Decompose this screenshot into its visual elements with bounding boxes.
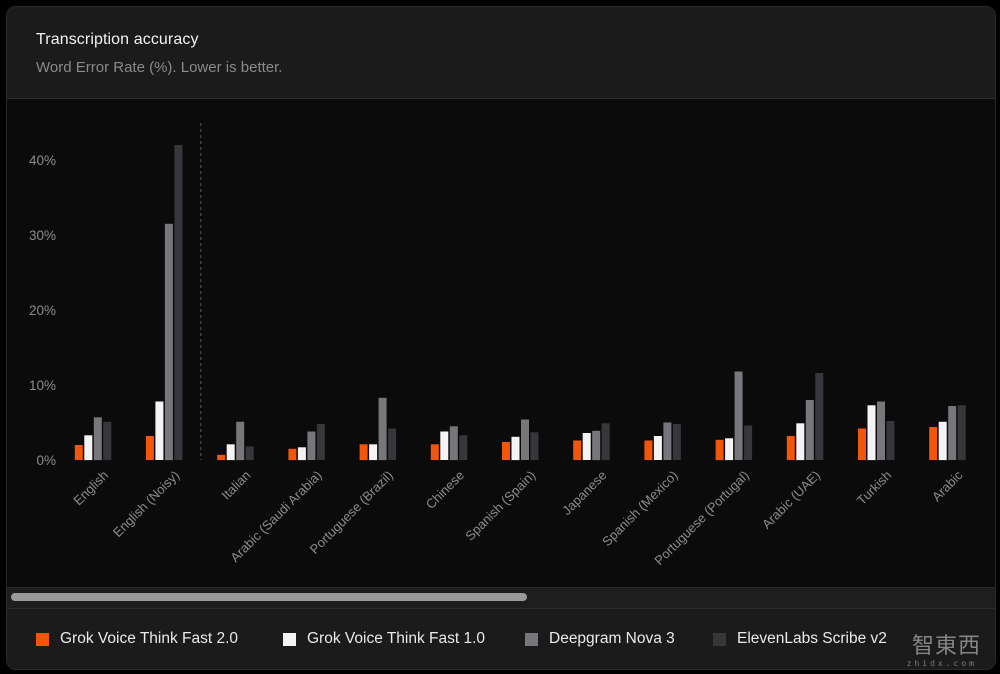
y-tick-label: 30% xyxy=(29,228,56,243)
bar-deepgram xyxy=(805,400,814,460)
bar-grok-1 xyxy=(84,435,93,461)
bar-deepgram xyxy=(663,422,672,460)
bar-grok-2 xyxy=(929,427,938,460)
bar-grok-1 xyxy=(867,405,876,461)
bar-grok-2 xyxy=(145,436,154,460)
bar-grok-1 xyxy=(582,433,591,460)
bar-grok-1 xyxy=(369,444,378,461)
bar-elevenlabs xyxy=(744,425,753,460)
legend-swatch xyxy=(36,632,49,646)
legend-label: Grok Voice Think Fast 2.0 xyxy=(60,630,239,647)
legend-swatch xyxy=(283,632,296,646)
x-tick-label: Turkish xyxy=(854,468,894,508)
x-tick-label: Arabic xyxy=(929,467,966,504)
y-tick-label: 40% xyxy=(29,153,56,168)
bar-deepgram xyxy=(449,426,458,461)
bar-deepgram xyxy=(164,223,173,461)
bar-grok-2 xyxy=(715,439,724,461)
x-tick-label: Spanish (Mexico) xyxy=(599,468,681,550)
bar-grok-1 xyxy=(440,431,449,460)
bar-elevenlabs xyxy=(174,145,183,460)
bar-grok-1 xyxy=(796,423,805,461)
bar-elevenlabs xyxy=(103,421,112,461)
legend-label: Grok Voice Think Fast 1.0 xyxy=(307,630,486,647)
x-tick-label: Spanish (Spain) xyxy=(462,468,538,544)
bar-grok-1 xyxy=(297,447,306,461)
bar-deepgram xyxy=(521,419,529,460)
bar-elevenlabs xyxy=(886,421,895,460)
bar-grok-2 xyxy=(430,444,439,461)
legend-label: ElevenLabs Scribe v2 xyxy=(737,630,887,647)
watermark-url: zhidx.com xyxy=(906,659,977,668)
x-tick-label: English xyxy=(70,468,111,509)
bar-grok-2 xyxy=(74,445,83,460)
legend-item-elevenlabs[interactable]: ElevenLabs Scribe v2 xyxy=(713,630,887,648)
bar-grok-1 xyxy=(155,401,164,460)
bar-deepgram xyxy=(877,401,885,460)
horizontal-scrollbar[interactable] xyxy=(7,587,995,608)
legend-item-deepgram[interactable]: Deepgram Nova 3 xyxy=(525,630,675,648)
bar-grok-2 xyxy=(502,442,510,460)
legend-item-grok-1[interactable]: Grok Voice Think Fast 1.0 xyxy=(283,630,485,648)
y-tick-label: 20% xyxy=(29,303,56,318)
bar-grok-2 xyxy=(573,440,582,460)
x-tick-label: Japanese xyxy=(559,468,609,518)
bar-grok-2 xyxy=(858,428,866,460)
bar-elevenlabs xyxy=(530,432,539,461)
bar-deepgram xyxy=(93,417,102,461)
bar-grok-1 xyxy=(653,436,662,460)
bar-grok-2 xyxy=(288,448,297,461)
bar-elevenlabs xyxy=(459,435,468,461)
bar-elevenlabs xyxy=(815,373,824,460)
bar-grok-2 xyxy=(217,454,226,461)
x-tick-label: Arabic (UAE) xyxy=(759,468,823,532)
scrollbar-thumb[interactable] xyxy=(11,593,527,601)
bar-grok-1 xyxy=(725,438,734,461)
bar-deepgram xyxy=(948,406,957,460)
chart-card: Transcription accuracy Word Error Rate (… xyxy=(6,6,996,670)
bar-elevenlabs xyxy=(316,424,325,460)
chart-title: Transcription accuracy xyxy=(36,31,199,48)
bar-elevenlabs xyxy=(245,446,254,460)
legend-swatch xyxy=(713,632,726,646)
bar-grok-1 xyxy=(226,444,235,461)
bar-deepgram xyxy=(378,397,387,461)
bar-elevenlabs xyxy=(601,423,610,461)
legend-swatch xyxy=(525,632,538,646)
legend-item-grok-2[interactable]: Grok Voice Think Fast 2.0 xyxy=(36,630,238,648)
bar-elevenlabs xyxy=(957,405,966,461)
watermark-logo: 智東西 xyxy=(911,634,981,659)
bar-grok-2 xyxy=(786,436,795,460)
bar-elevenlabs xyxy=(672,424,681,460)
bar-deepgram xyxy=(307,431,316,460)
chart-legend: Grok Voice Think Fast 2.0 Grok Voice Thi… xyxy=(7,608,995,669)
y-tick-label: 0% xyxy=(36,453,56,468)
chart-subtitle: Word Error Rate (%). Lower is better. xyxy=(36,59,283,76)
x-tick-label: English (Noisy) xyxy=(110,468,182,540)
bar-elevenlabs xyxy=(388,428,397,460)
bar-grok-1 xyxy=(511,436,520,461)
legend-label: Deepgram Nova 3 xyxy=(549,630,675,647)
y-tick-label: 10% xyxy=(29,378,56,393)
x-tick-label: Chinese xyxy=(423,468,467,512)
chart-header: Transcription accuracy Word Error Rate (… xyxy=(7,7,995,99)
bar-grok-1 xyxy=(938,421,947,461)
bar-grok-2 xyxy=(644,440,653,460)
bar-grok-2 xyxy=(359,444,368,461)
x-tick-label: Italian xyxy=(218,468,253,503)
bar-deepgram xyxy=(592,430,601,461)
bar-deepgram xyxy=(236,421,245,461)
bar-deepgram xyxy=(734,371,743,460)
chart-plot-area[interactable]: 0% 10% 20% 30% 40% English English (Noisy) Ital… xyxy=(7,99,995,587)
